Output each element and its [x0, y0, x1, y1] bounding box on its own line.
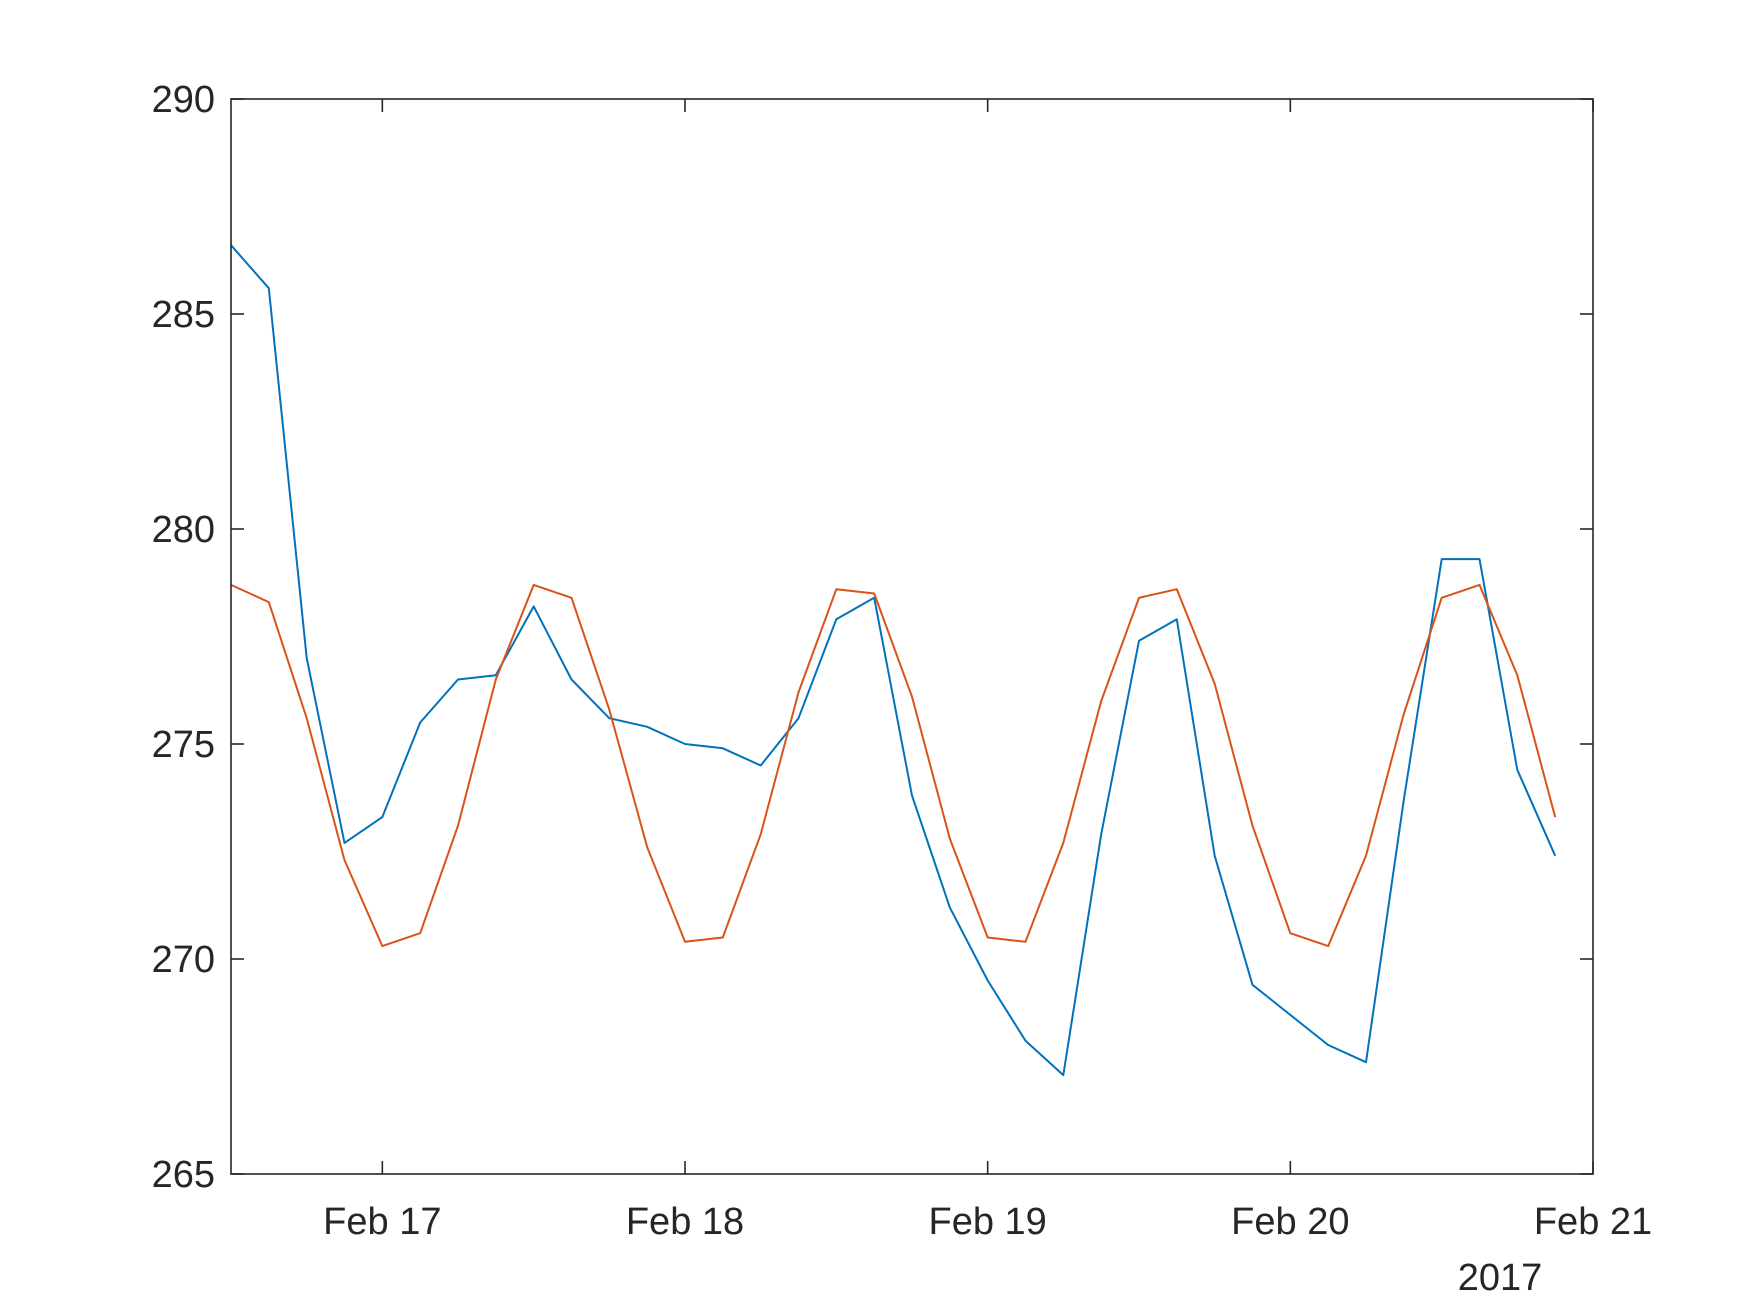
x-tick-label: Feb 20 [1231, 1201, 1349, 1243]
x-tick-label: Feb 19 [929, 1201, 1047, 1243]
y-tick-label: 280 [152, 509, 215, 551]
series-line-1 [230, 244, 1557, 1077]
x-tick-label: Feb 21 [1534, 1201, 1652, 1243]
series-layer [230, 244, 1557, 1077]
x-axis: Feb 17 Feb 18 Feb 19 Feb 20 Feb 21 [323, 99, 1652, 1243]
axes-box [230, 98, 1594, 1175]
x-tick-label: Feb 18 [626, 1201, 744, 1243]
y-axis: 265 270 275 280 285 290 [152, 79, 1593, 1196]
y-tick-label: 275 [152, 724, 215, 766]
y-tick-label: 270 [152, 939, 215, 981]
x-tick-label: Feb 17 [323, 1201, 441, 1243]
y-tick-label: 265 [152, 1154, 215, 1196]
y-tick-label: 290 [152, 79, 215, 121]
y-tick-label: 285 [152, 294, 215, 336]
series-line-2 [230, 583, 1557, 948]
x-axis-year-label: 2017 [1458, 1257, 1543, 1299]
